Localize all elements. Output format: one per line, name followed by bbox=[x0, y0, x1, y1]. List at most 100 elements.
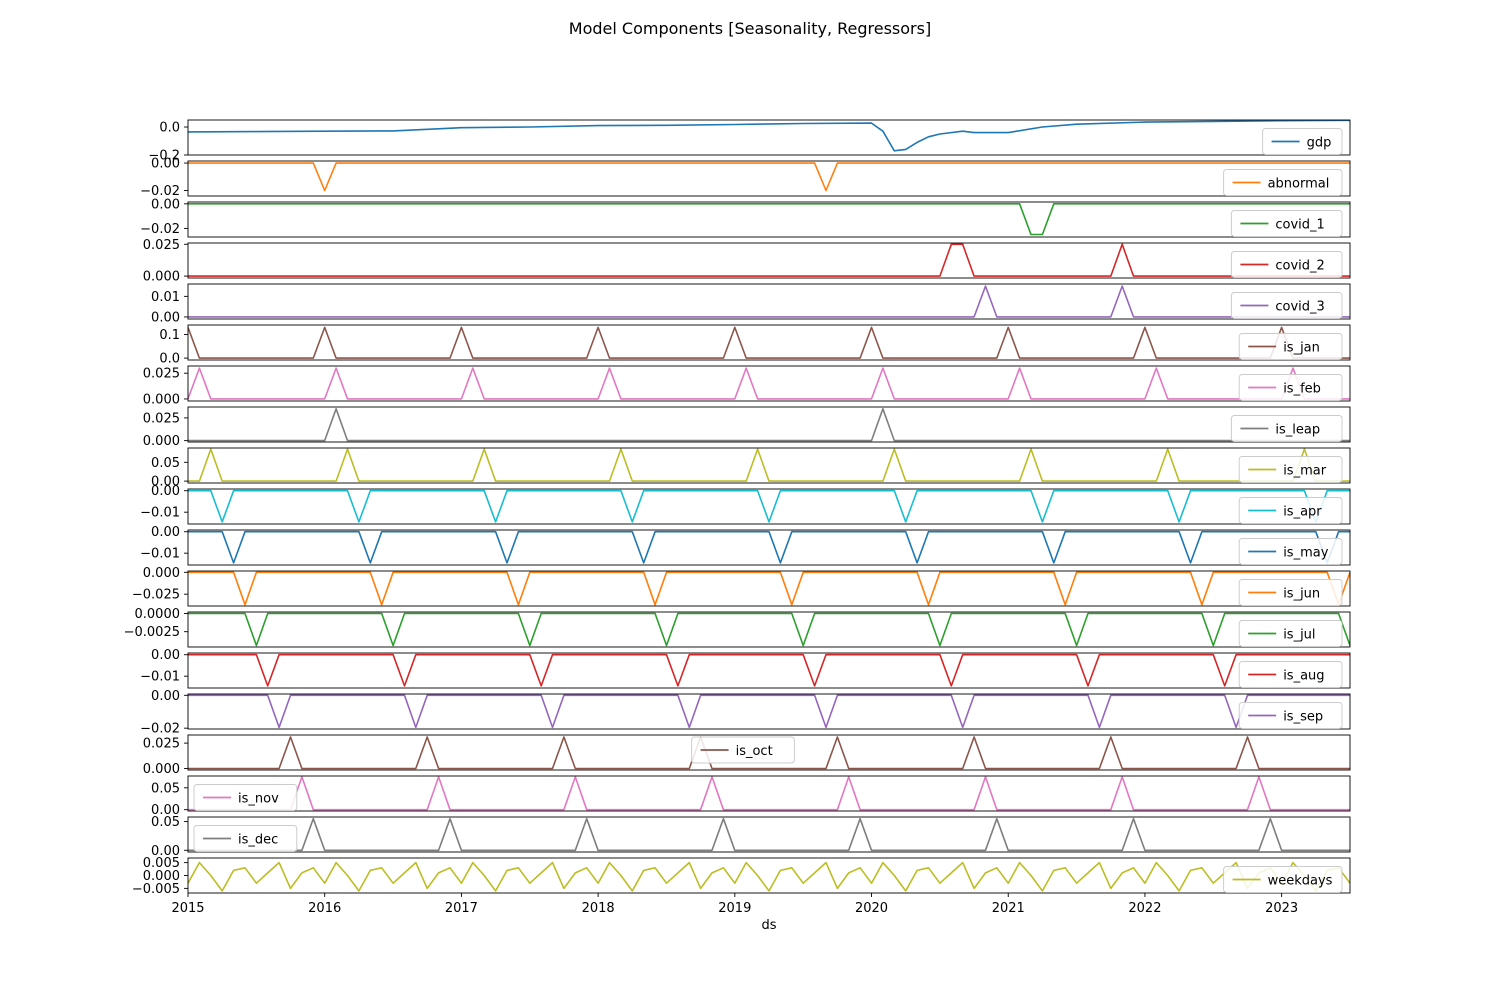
legend-is_nov: is_nov bbox=[193, 784, 298, 811]
legend-box bbox=[1223, 866, 1343, 893]
panel-is_leap: 0.025 0.000 is_leap bbox=[143, 406, 1351, 449]
legend-box bbox=[1230, 415, 1343, 442]
legend-box bbox=[1238, 374, 1343, 401]
panel-abnormal: 0.00 −0.02 abnormal bbox=[140, 157, 1351, 199]
series-line-covid_3 bbox=[188, 285, 1350, 318]
legend-label-weekdays: weekdays bbox=[1268, 873, 1333, 888]
series-line-is_jun bbox=[188, 571, 1350, 606]
y-tick-label-is_jan: 0.1 bbox=[159, 328, 180, 343]
legend-is_apr: is_apr bbox=[1238, 497, 1343, 524]
y-tick-label-covid_1: 0.00 bbox=[151, 197, 180, 212]
legend-is_jan: is_jan bbox=[1238, 333, 1343, 360]
panel-is_jul: 0.0000 −0.0025 is_jul bbox=[124, 607, 1351, 648]
legend-is_may: is_may bbox=[1238, 538, 1343, 565]
y-tick-label-abnormal: −0.02 bbox=[140, 184, 180, 199]
panel-frame-is_jul bbox=[187, 611, 1351, 648]
y-tick-label-is_apr: 0.00 bbox=[151, 484, 180, 499]
legend-label-covid_2: covid_2 bbox=[1275, 258, 1324, 273]
y-tick-label-is_jan: 0.0 bbox=[159, 352, 180, 367]
figure-title: Model Components [Seasonality, Regressor… bbox=[569, 19, 931, 38]
y-tick-label-weekdays: 0.000 bbox=[143, 869, 180, 884]
x-tick-label: 2020 bbox=[855, 901, 888, 916]
panel-frame-is_sep bbox=[187, 693, 1351, 730]
y-tick-label-is_sep: −0.02 bbox=[140, 722, 180, 737]
series-line-is_apr bbox=[188, 489, 1350, 523]
legend-box bbox=[1238, 333, 1343, 360]
legend-covid_3: covid_3 bbox=[1230, 292, 1343, 319]
panel-frame-is_oct bbox=[187, 734, 1351, 771]
y-tick-label-weekdays: 0.005 bbox=[143, 856, 180, 871]
panel-is_jan: 0.1 0.0 is_jan bbox=[159, 324, 1351, 367]
legend-label-is_sep: is_sep bbox=[1283, 709, 1323, 724]
panel-is_may: 0.00 −0.01 is_may bbox=[140, 525, 1351, 566]
y-tick-label-is_feb: 0.025 bbox=[143, 367, 180, 382]
panel-frame-gdp bbox=[187, 119, 1351, 156]
panel-is_mar: 0.05 0.00 is_mar bbox=[151, 447, 1351, 490]
legend-label-is_jan: is_jan bbox=[1283, 340, 1320, 355]
panel-frame-is_apr bbox=[187, 488, 1351, 525]
y-tick-label-is_jul: −0.0025 bbox=[124, 625, 180, 640]
legend-gdp: gdp bbox=[1262, 128, 1343, 155]
panel-frame-is_aug bbox=[187, 652, 1351, 689]
legend-label-is_aug: is_aug bbox=[1283, 668, 1324, 683]
legend-label-gdp: gdp bbox=[1307, 135, 1332, 150]
series-line-is_dec bbox=[188, 817, 1350, 852]
series-line-is_nov bbox=[188, 776, 1350, 811]
legend-box bbox=[1238, 456, 1343, 483]
y-tick-label-is_leap: 0.025 bbox=[143, 411, 180, 426]
panel-frame-abnormal bbox=[187, 160, 1351, 197]
y-tick-label-is_aug: −0.01 bbox=[140, 670, 180, 685]
panel-frame-covid_1 bbox=[187, 201, 1351, 238]
legend-box bbox=[1238, 497, 1343, 524]
y-tick-label-is_apr: −0.01 bbox=[140, 506, 180, 521]
legend-label-is_apr: is_apr bbox=[1283, 504, 1322, 519]
y-tick-label-is_may: −0.01 bbox=[140, 547, 180, 562]
panel-is_sep: 0.00 −0.02 is_sep bbox=[140, 689, 1351, 737]
y-tick-label-is_jun: −0.025 bbox=[132, 588, 180, 603]
y-tick-label-is_leap: 0.000 bbox=[143, 434, 180, 449]
y-tick-label-is_dec: 0.05 bbox=[151, 815, 180, 830]
x-tick-label: 2021 bbox=[992, 901, 1025, 916]
y-tick-label-is_mar: 0.05 bbox=[151, 456, 180, 471]
series-line-is_jul bbox=[188, 612, 1350, 647]
legend-label-abnormal: abnormal bbox=[1268, 176, 1330, 191]
legend-label-is_jul: is_jul bbox=[1283, 627, 1315, 642]
legend-is_oct: is_oct bbox=[691, 736, 795, 764]
legend-is_aug: is_aug bbox=[1238, 661, 1343, 688]
y-tick-label-covid_3: 0.01 bbox=[151, 290, 180, 305]
legend-label-is_oct: is_oct bbox=[736, 744, 773, 759]
x-tick-label: 2023 bbox=[1265, 901, 1298, 916]
legend-covid_2: covid_2 bbox=[1230, 251, 1343, 278]
legend-box bbox=[1230, 251, 1343, 278]
y-tick-label-is_may: 0.00 bbox=[151, 525, 180, 540]
y-tick-label-is_oct: 0.025 bbox=[143, 737, 180, 752]
panel-is_oct: 0.025 0.000 is_oct bbox=[143, 734, 1351, 777]
legend-is_leap: is_leap bbox=[1230, 415, 1343, 442]
panel-frame-is_nov bbox=[187, 775, 1351, 812]
legend-label-is_feb: is_feb bbox=[1283, 381, 1321, 396]
series-line-is_aug bbox=[188, 653, 1350, 687]
legend-is_sep: is_sep bbox=[1238, 702, 1343, 729]
panel-covid_3: 0.01 0.00 covid_3 bbox=[151, 283, 1351, 325]
series-line-covid_2 bbox=[188, 243, 1350, 277]
panel-covid_2: 0.025 0.000 covid_2 bbox=[143, 238, 1351, 285]
legend-box bbox=[1238, 702, 1343, 729]
x-tick-label: 2019 bbox=[718, 901, 751, 916]
y-tick-label-is_mar: 0.00 bbox=[151, 475, 180, 490]
y-tick-label-is_oct: 0.000 bbox=[143, 762, 180, 777]
panel-frame-is_jan bbox=[187, 324, 1351, 361]
legend-abnormal: abnormal bbox=[1223, 169, 1343, 196]
y-tick-label-is_jul: 0.0000 bbox=[135, 607, 181, 622]
legend-is_dec: is_dec bbox=[193, 825, 298, 852]
series-line-covid_1 bbox=[188, 203, 1350, 236]
panel-gdp: 0.0 −0.2 gdp bbox=[148, 119, 1351, 164]
series-line-is_jan bbox=[188, 326, 1350, 359]
legend-box bbox=[1230, 292, 1343, 319]
y-tick-label-is_nov: 0.00 bbox=[151, 803, 180, 818]
legend-is_mar: is_mar bbox=[1238, 456, 1343, 483]
panel-is_apr: 0.00 −0.01 is_apr bbox=[140, 484, 1351, 525]
legend-label-is_jun: is_jun bbox=[1283, 586, 1320, 601]
y-tick-label-gdp: 0.0 bbox=[159, 121, 180, 136]
